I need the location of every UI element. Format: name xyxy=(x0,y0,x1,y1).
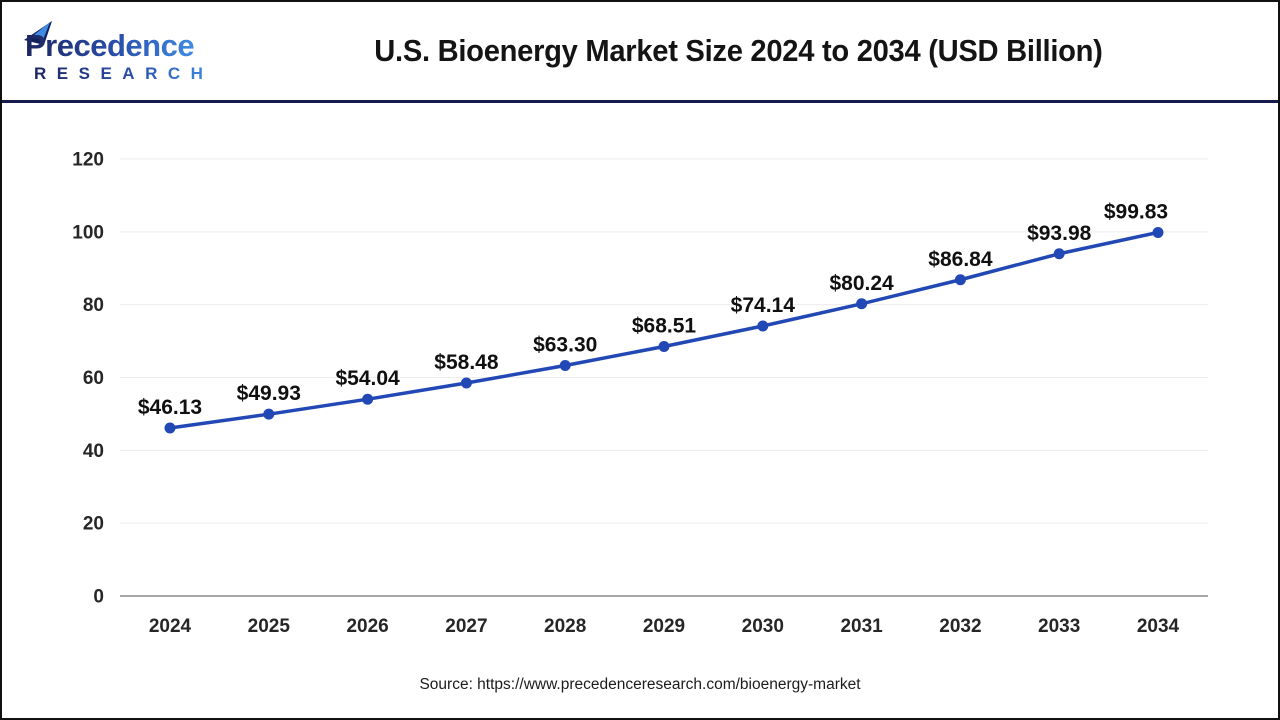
y-tick-label: 40 xyxy=(83,441,104,462)
data-point-2024 xyxy=(164,422,176,434)
logo-sub-text: RESEARCH xyxy=(34,64,213,83)
data-point-2026 xyxy=(362,393,374,405)
x-tick-label: 2024 xyxy=(149,616,192,637)
line-chart: 0 20 40 60 80 100 120 2024 2025 2026 2027 2028 2029 2… xyxy=(72,150,1208,637)
data-point-2029 xyxy=(658,341,670,353)
x-tick-label: 2025 xyxy=(248,616,291,637)
page-title: U.S. Bioenergy Market Size 2024 to 2034 … xyxy=(373,33,1103,68)
logo-leaf-accent-icon xyxy=(34,22,50,40)
title-wrap: U.S. Bioenergy Market Size 2024 to 2034 … xyxy=(228,33,1248,69)
data-point-2028 xyxy=(559,359,571,371)
x-tick-label: 2026 xyxy=(346,616,388,637)
precedence-research-logo: Precedence RESEARCH xyxy=(24,21,213,83)
x-tick-label: 2027 xyxy=(445,616,487,637)
data-label-2026: $54.04 xyxy=(335,367,400,390)
data-point-2027 xyxy=(460,377,472,389)
x-tick-label: 2030 xyxy=(742,616,784,637)
x-tick-label: 2031 xyxy=(840,616,883,637)
data-point-2032 xyxy=(954,274,966,286)
y-tick-label: 0 xyxy=(93,587,104,608)
data-label-2034: $99.83 xyxy=(1104,200,1168,223)
y-tick-label: 100 xyxy=(72,222,104,243)
y-tick-label: 20 xyxy=(83,514,104,535)
x-tick-label: 2032 xyxy=(939,616,981,637)
data-label-2030: $74.14 xyxy=(731,294,796,317)
chart-section: 0 20 40 60 80 100 120 2024 2025 2026 2027 2028 2029 2… xyxy=(2,103,1278,660)
data-point-2030 xyxy=(757,320,769,332)
x-tick-label: 2034 xyxy=(1137,616,1180,637)
source-line: Source: https://www.precedenceresearch.c… xyxy=(419,676,861,693)
x-tick-label: 2033 xyxy=(1038,616,1080,637)
y-tick-label: 120 xyxy=(72,150,104,171)
data-label-2032: $86.84 xyxy=(928,248,993,271)
header: Precedence RESEARCH U.S. Bioenergy Marke… xyxy=(2,2,1278,103)
data-point-2033 xyxy=(1053,248,1065,260)
logo-brand-text: Precedence xyxy=(25,28,194,63)
data-label-2029: $68.51 xyxy=(632,315,697,338)
y-tick-label: 60 xyxy=(83,368,104,389)
data-label-2025: $49.93 xyxy=(237,382,301,405)
data-point-2031 xyxy=(856,298,868,310)
data-label-2027: $58.48 xyxy=(434,351,499,374)
y-tick-label: 80 xyxy=(83,295,104,316)
data-label-2031: $80.24 xyxy=(829,272,894,295)
data-point-2034 xyxy=(1152,226,1164,238)
data-label-2028: $63.30 xyxy=(533,333,597,356)
data-point-2025 xyxy=(263,408,275,420)
x-tick-label: 2029 xyxy=(643,616,685,637)
x-tick-label: 2028 xyxy=(544,616,586,637)
data-label-2033: $93.98 xyxy=(1027,222,1092,245)
data-label-2024: $46.13 xyxy=(138,396,202,419)
